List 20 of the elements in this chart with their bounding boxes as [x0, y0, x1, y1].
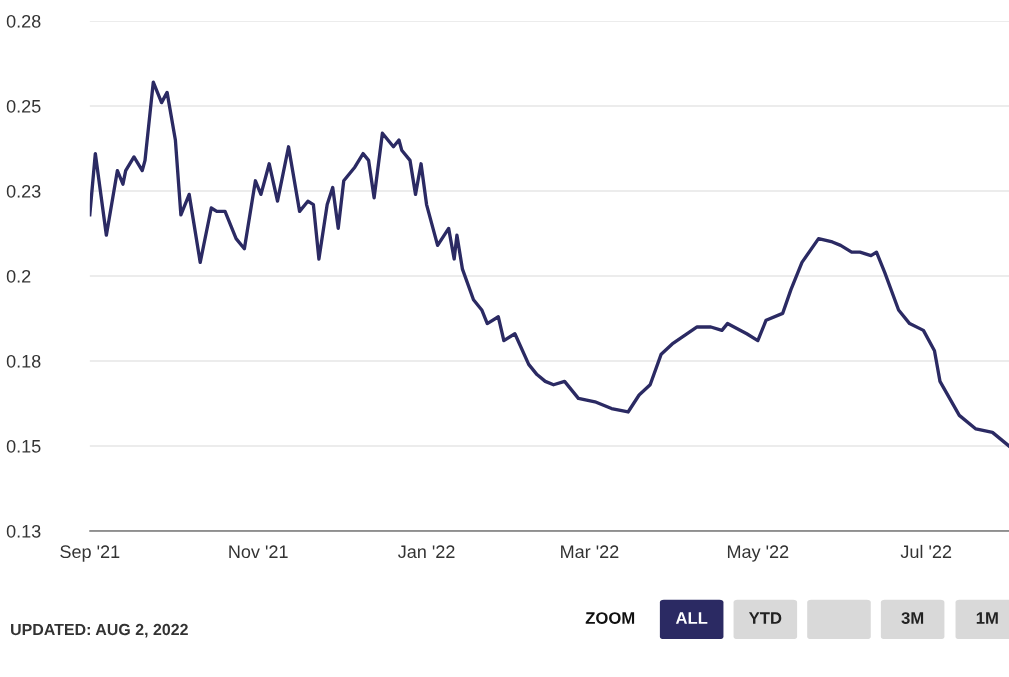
y-tick-label: 0.13: [6, 524, 41, 538]
y-tick-label: 0.28: [6, 14, 41, 28]
y-tick-label: 0.15: [6, 439, 41, 453]
text: 3M: [901, 612, 924, 624]
y-tick-label: 0.25: [6, 99, 41, 113]
x-tick-label: Jan '22: [398, 545, 455, 559]
text: ZOOM: [585, 612, 635, 624]
text: UPDATED: AUG 2, 2022: [11, 623, 188, 638]
x-tick-label: Mar '22: [561, 545, 619, 559]
x-tick-label: May '22: [727, 545, 789, 562]
text: ALL: [675, 612, 708, 624]
x-tick-label: Nov '21: [229, 545, 288, 559]
y-tick-label: 0.23: [6, 184, 41, 198]
line-series: [89, 80, 1009, 448]
text: YTD: [748, 612, 782, 624]
text: 1M: [976, 612, 998, 624]
y-tick-label: 0.18: [6, 354, 41, 368]
x-tick-label: Jul '22: [900, 544, 952, 559]
y-tick-label: 0.2: [6, 269, 31, 283]
x-tick-label: Sep '21: [60, 545, 120, 562]
